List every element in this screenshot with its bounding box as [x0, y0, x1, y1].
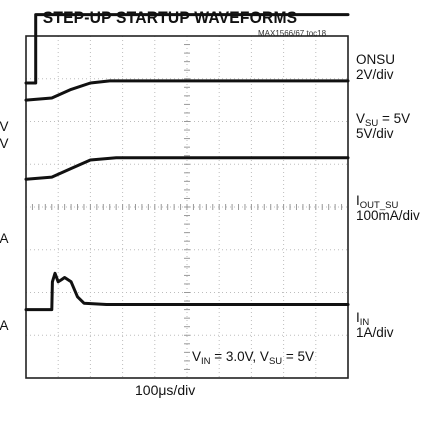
figure-id: MAX1566/67 toc18: [258, 29, 327, 38]
trace-v-su-5v: [24, 79, 350, 102]
vsu-scale: 5V/div: [356, 126, 394, 141]
onsu-label: ONSU 2V/div: [356, 52, 395, 82]
iin-name: IIN: [356, 310, 370, 328]
x-axis-label: 100μs/div: [135, 382, 196, 398]
trace-onsu: [24, 13, 350, 85]
trace-i-out-su: [24, 156, 350, 181]
onsu-name: ONSU: [356, 52, 396, 67]
plot-frame: [25, 35, 349, 379]
condition-annotation: VIN = 3.0V, VSU = 5V: [192, 349, 315, 367]
iout-scale: 100mA/div: [356, 208, 420, 223]
onsu-scale: 2V/div: [356, 67, 394, 82]
vsu-label: VSU = 5V 5V/div: [356, 111, 410, 141]
chart-title: STEP-UP STARTUP WAVEFORMS: [42, 8, 298, 27]
iout-name: IOUT_SU: [356, 193, 399, 211]
vsu-zero-label: 0V: [0, 136, 9, 151]
vsu-name: VSU = 5V: [356, 111, 411, 129]
iin-scale: 1A/div: [356, 325, 394, 340]
onsu-zero-label: 0V: [0, 119, 9, 134]
iin-label: IIN 1A/div: [356, 310, 394, 340]
iout-label: IOUT_SU 100mA/div: [356, 193, 420, 223]
iout-zero-label: 0A: [0, 231, 9, 246]
iin-zero-label: 0A: [0, 318, 9, 333]
trace-i-in: [24, 271, 350, 312]
